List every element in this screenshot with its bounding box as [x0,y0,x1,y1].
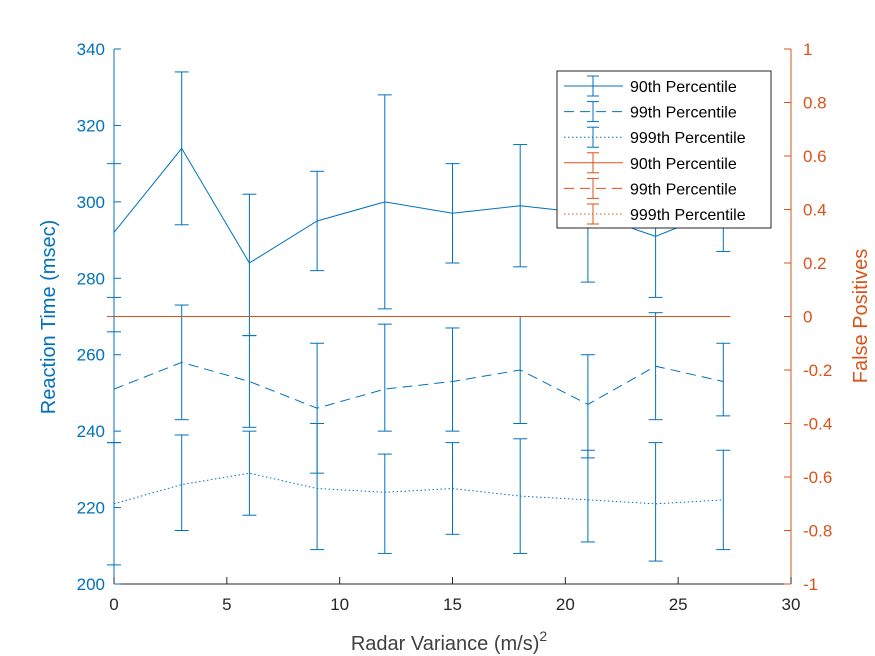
y-left-tick-label: 260 [77,346,105,365]
legend-label: 99th Percentile [630,105,737,122]
legend-label: 999th Percentile [630,207,746,224]
legend-label: 99th Percentile [630,181,737,198]
y-left-tick-label: 300 [77,193,105,212]
x-tick-label: 5 [222,595,231,614]
legend-label: 999th Percentile [630,130,746,147]
y-right-axis-title: False Positives [850,249,872,384]
legend-label: 90th Percentile [630,156,737,173]
series-line-left-3 [113,472,724,505]
y-left-axis-title: Reaction Time (msec) [38,220,60,415]
y-right-tick-label: 0.2 [803,254,827,273]
axes: 0 5 10 15 20 25 30200220240260280300320340-1-0… [77,40,833,614]
y-right-tick-label: 1 [803,40,812,59]
y-right-tick-label: -0.8 [803,522,832,541]
y-left-tick-label: 320 [77,116,105,135]
x-tick-label: 30 [782,595,801,614]
y-right-tick-label: 0.6 [803,147,827,166]
legend-label: 90th Percentile [630,79,737,96]
y-right-tick-label: 0.8 [803,94,827,113]
y-right-tick-label: 0 [803,308,812,327]
x-tick-label: 25 [669,595,688,614]
y-left-tick-label: 340 [77,40,105,59]
y-left-tick-label: 200 [77,575,105,594]
x-tick-label: 10 [330,595,349,614]
y-right-tick-label: -0.2 [803,361,832,380]
y-left-tick-label: 220 [77,499,105,518]
x-tick-label: 20 [556,595,575,614]
y-right-tick-label: -0.4 [803,415,832,434]
series-line-left-2 [113,361,724,409]
y-left-tick-label: 280 [77,269,105,288]
x-axis-title: Radar Variance (m/s)2 [351,628,548,655]
legend: 90th Percentile 99th Percentile 999th Perc… [556,70,772,229]
y-right-tick-label: -1 [803,575,818,594]
y-right-tick-label: -0.6 [803,468,832,487]
y-right-tick-label: 0.4 [803,201,827,220]
y-left-tick-label: 240 [77,422,105,441]
legend-box [556,70,772,229]
x-tick-label: 0 [109,595,118,614]
x-tick-label: 15 [443,595,462,614]
